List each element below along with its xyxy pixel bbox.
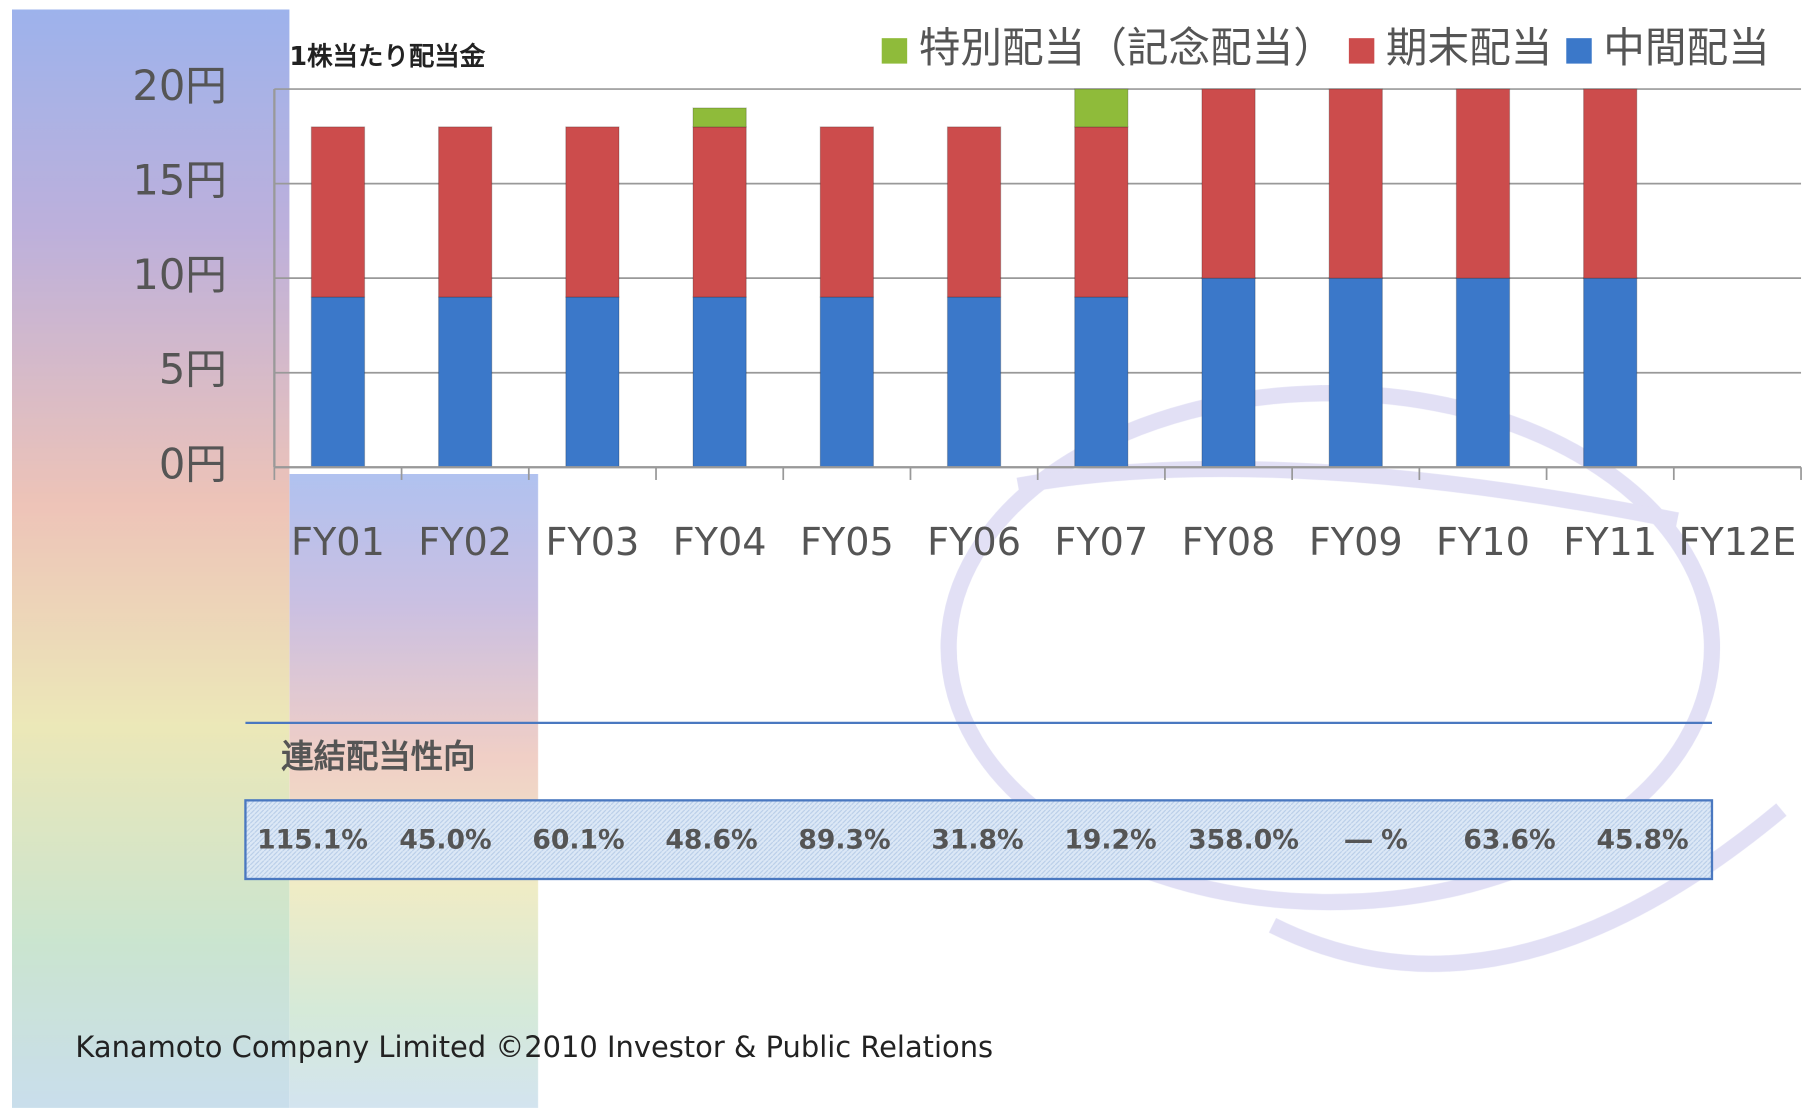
bar-segment <box>311 127 364 297</box>
bar-segment <box>693 108 746 127</box>
payout-value: 60.1% <box>532 824 624 855</box>
bar-segment <box>693 297 746 467</box>
y-tick-label: 20円 <box>132 61 227 110</box>
bar-segment <box>947 127 1000 297</box>
payout-value: 48.6% <box>665 824 757 855</box>
x-tick-label: FY09 <box>1309 520 1403 564</box>
bar-segment <box>1584 89 1637 278</box>
x-tick-label: FY02 <box>418 520 512 564</box>
payout-value: 115.1% <box>257 824 368 855</box>
bar-segment <box>566 297 619 467</box>
payout-value: 31.8% <box>931 824 1023 855</box>
bar-segment <box>1456 89 1509 278</box>
x-tick-label: FY01 <box>291 520 385 564</box>
bar-segment <box>1329 89 1382 278</box>
x-tick-label: FY06 <box>927 520 1021 564</box>
bar-segment <box>1075 127 1128 297</box>
payout-value: 89.3% <box>798 824 890 855</box>
bar-segment <box>439 297 492 467</box>
x-tick-label: FY04 <box>673 520 767 564</box>
x-tick-label: FY12E <box>1678 520 1796 564</box>
payout-value: 358.0% <box>1188 824 1299 855</box>
bar-segment <box>947 297 1000 467</box>
payout-value: 45.0% <box>399 824 491 855</box>
payout-value: 19.2% <box>1064 824 1156 855</box>
legend-swatch <box>882 38 907 63</box>
bar-segment <box>566 127 619 297</box>
legend-label: 中間配当 <box>1603 23 1770 72</box>
bar-segment <box>1202 89 1255 278</box>
bar-segment <box>1456 278 1509 467</box>
legend-label: 期末配当 <box>1386 23 1553 72</box>
x-tick-label: FY05 <box>800 520 894 564</box>
bar-segment <box>1075 89 1128 127</box>
bar-segment <box>1202 278 1255 467</box>
bar-segment <box>820 127 873 297</box>
legend-swatch <box>1566 38 1591 63</box>
y-tick-label: 5円 <box>159 345 227 394</box>
bar-segment <box>439 127 492 297</box>
legend-label: 特別配当（記念配当） <box>919 23 1335 72</box>
x-tick-label: FY11 <box>1563 520 1657 564</box>
payout-row: 115.1% 45.0% 60.1% 48.6% 89.3% 31.8% 19.2% 358.… <box>257 824 1689 855</box>
x-tick-label: FY03 <box>546 520 640 564</box>
x-tick-label: FY10 <box>1436 520 1530 564</box>
bar-segment <box>1329 278 1382 467</box>
legend-swatch <box>1349 38 1374 63</box>
bar-segment <box>820 297 873 467</box>
x-tick-label: FY08 <box>1182 520 1276 564</box>
payout-value: 63.6% <box>1463 824 1555 855</box>
bar-segment <box>1584 278 1637 467</box>
payout-value: 45.8% <box>1596 824 1688 855</box>
bar-segment <box>693 127 746 297</box>
page: {"chart_data": {"type": "bar", "stacked"… <box>0 0 1814 1108</box>
bar-segment <box>311 297 364 467</box>
slide: 1株当たり配当金 0円 5円 10円 15円 20円 FY01 FY02 FY03 FY04 FY… <box>0 0 1814 1108</box>
payout-value: ― % <box>1345 824 1408 855</box>
y-tick-label: 10円 <box>132 250 227 299</box>
chart-title: 1株当たり配当金 <box>289 41 485 71</box>
footer: Kanamoto Company Limited ©2010 Investor … <box>75 1030 993 1064</box>
y-tick-label: 0円 <box>159 439 227 488</box>
y-tick-label: 15円 <box>132 156 227 205</box>
bar-segment <box>1075 297 1128 467</box>
payout-title: 連結配当性向 <box>281 738 475 776</box>
x-tick-label: FY07 <box>1054 520 1148 564</box>
